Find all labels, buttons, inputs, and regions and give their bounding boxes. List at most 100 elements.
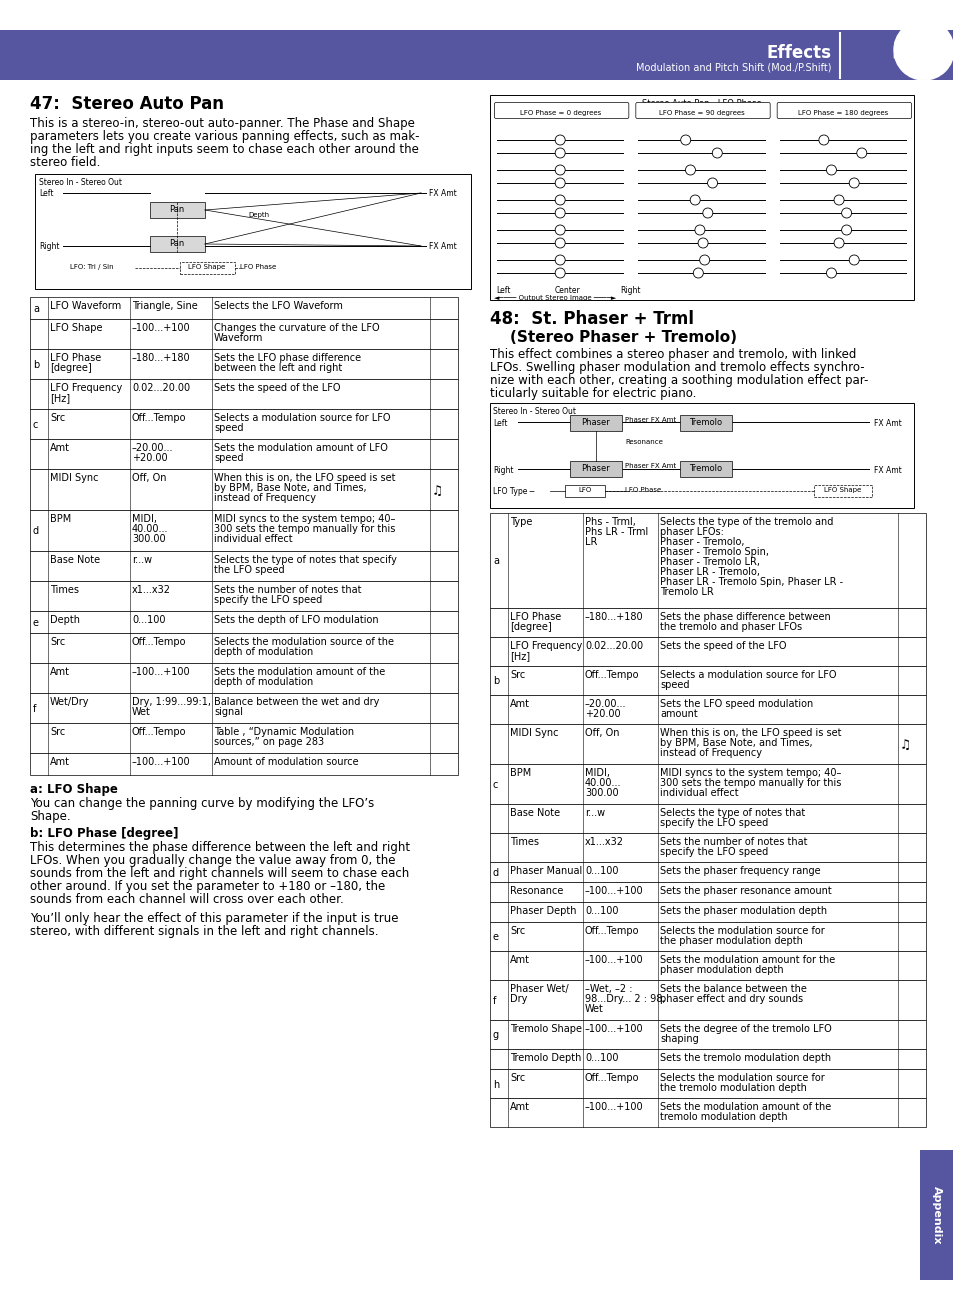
Text: Type: Type [510, 517, 532, 527]
Text: Src: Src [50, 637, 65, 647]
Circle shape [841, 208, 851, 218]
Circle shape [555, 135, 564, 145]
Text: L: L [558, 256, 561, 262]
Bar [490, 608, 925, 637]
Text: LFO Phase: LFO Phase [624, 487, 660, 493]
Text: BPM: BPM [510, 768, 531, 778]
Text: Sets the number of notes that: Sets the number of notes that [659, 837, 806, 848]
Text: Balance between the wet and dry: Balance between the wet and dry [213, 697, 379, 708]
Text: ◄──── Output Stereo Image ────►: ◄──── Output Stereo Image ────► [494, 296, 616, 301]
Text: by BPM, Base Note, and Times,: by BPM, Base Note, and Times, [213, 483, 366, 493]
Bar [35, 174, 471, 289]
Text: R: R [844, 211, 847, 215]
Circle shape [555, 178, 564, 188]
Bar [490, 903, 925, 922]
Text: R: R [715, 150, 719, 156]
Text: Sets the tremolo modulation depth: Sets the tremolo modulation depth [659, 1053, 830, 1063]
Text: d: d [493, 869, 498, 878]
Text: signal: signal [213, 708, 243, 717]
Text: R: R [829, 269, 832, 275]
Text: L: L [558, 137, 561, 143]
Text: b: b [493, 676, 498, 687]
Text: MIDI syncs to the system tempo; 40–: MIDI syncs to the system tempo; 40– [659, 768, 841, 778]
Text: b: LFO Phase [degree]: b: LFO Phase [degree] [30, 827, 178, 840]
Text: Sets the modulation amount of LFO: Sets the modulation amount of LFO [213, 443, 388, 453]
Text: Right: Right [619, 286, 640, 296]
Text: ticularly suitable for electric piano.: ticularly suitable for electric piano. [490, 387, 696, 400]
Text: 0.02...20.00: 0.02...20.00 [132, 383, 190, 392]
Text: Phs - Trml,: Phs - Trml, [584, 517, 636, 527]
Text: L: L [558, 198, 561, 201]
Text: LR: LR [584, 538, 597, 547]
Text: speed: speed [213, 453, 243, 463]
Text: Sets the phase difference between: Sets the phase difference between [659, 612, 830, 623]
Bar [490, 1020, 925, 1049]
FancyBboxPatch shape [635, 102, 769, 119]
Text: Tremolo: Tremolo [689, 419, 721, 426]
Text: This determines the phase difference between the left and right: This determines the phase difference bet… [30, 841, 410, 854]
Text: –100...+100: –100...+100 [584, 886, 643, 896]
Bar [490, 666, 925, 695]
Text: e: e [33, 617, 39, 628]
Bar [490, 1069, 925, 1097]
Text: ♫: ♫ [899, 739, 910, 752]
Text: FX Amt: FX Amt [429, 242, 456, 251]
Text: 40.00...: 40.00... [584, 778, 620, 787]
Text: Shape.: Shape. [30, 810, 71, 823]
Text: between the left and right: between the left and right [213, 364, 342, 373]
Bar [30, 551, 457, 581]
Text: Tremolo: Tremolo [689, 464, 721, 473]
Text: Phaser FX Amt: Phaser FX Amt [624, 463, 676, 470]
Text: LFO Waveform: LFO Waveform [50, 301, 121, 311]
Text: Effects: Effects [766, 44, 831, 61]
Circle shape [707, 178, 717, 188]
Circle shape [555, 268, 564, 279]
Text: Selects a modulation source for LFO: Selects a modulation source for LFO [659, 670, 836, 680]
Text: LFO: Tri / Sin: LFO: Tri / Sin [70, 264, 113, 269]
Bar [490, 403, 913, 508]
Text: Stereo In - Stereo Out: Stereo In - Stereo Out [493, 407, 576, 416]
Bar [490, 882, 925, 903]
Text: R: R [860, 150, 862, 156]
Bar [490, 951, 925, 980]
Text: Selects the modulation source of the: Selects the modulation source of the [213, 637, 394, 647]
Text: Stereo In - Stereo Out: Stereo In - Stereo Out [39, 178, 122, 187]
Text: LFO Phase: LFO Phase [240, 264, 276, 269]
Text: LFO: LFO [578, 487, 591, 493]
Text: MIDI,: MIDI, [132, 514, 157, 525]
Text: [Hz]: [Hz] [510, 651, 530, 661]
Text: [degree]: [degree] [510, 623, 551, 632]
Text: Times: Times [510, 837, 538, 848]
Text: 0...100: 0...100 [584, 866, 618, 876]
Bar [490, 695, 925, 725]
Text: a: LFO Shape: a: LFO Shape [30, 783, 118, 797]
Text: Off...Tempo: Off...Tempo [132, 637, 186, 647]
Text: x1...x32: x1...x32 [584, 837, 623, 848]
Text: LFO Frequency: LFO Frequency [50, 383, 122, 392]
Text: Phaser: Phaser [581, 419, 610, 426]
Text: Left: Left [39, 188, 53, 198]
Circle shape [702, 208, 712, 218]
Text: L: L [698, 228, 700, 232]
Text: Depth: Depth [248, 212, 269, 218]
Text: sounds from each channel will cross over each other.: sounds from each channel will cross over… [30, 893, 343, 906]
Circle shape [856, 148, 866, 158]
Text: ing the left and right inputs seem to chase each other around the: ing the left and right inputs seem to ch… [30, 143, 418, 156]
Text: LFOs. Swelling phaser modulation and tremolo effects synchro-: LFOs. Swelling phaser modulation and tre… [490, 361, 863, 374]
Text: the tremolo modulation depth: the tremolo modulation depth [659, 1083, 806, 1093]
Text: R: R [852, 181, 855, 184]
Text: 300.00: 300.00 [584, 787, 618, 798]
Text: Modulation and Pitch Shift (Mod./P.Shift): Modulation and Pitch Shift (Mod./P.Shift… [636, 61, 831, 72]
Circle shape [555, 225, 564, 235]
Bar [30, 510, 457, 551]
Bar [490, 922, 925, 951]
Bar [0, 30, 953, 80]
Text: Left: Left [496, 286, 510, 296]
Text: LFO Phase = 180 degrees: LFO Phase = 180 degrees [798, 110, 887, 116]
Text: Sets the phaser frequency range: Sets the phaser frequency range [659, 866, 820, 876]
Text: MIDI Sync: MIDI Sync [50, 473, 98, 483]
Text: c: c [33, 420, 38, 430]
Text: specify the LFO speed: specify the LFO speed [213, 595, 322, 606]
Text: Triangle, Sine: Triangle, Sine [132, 301, 197, 311]
Text: r...w: r...w [584, 808, 604, 818]
